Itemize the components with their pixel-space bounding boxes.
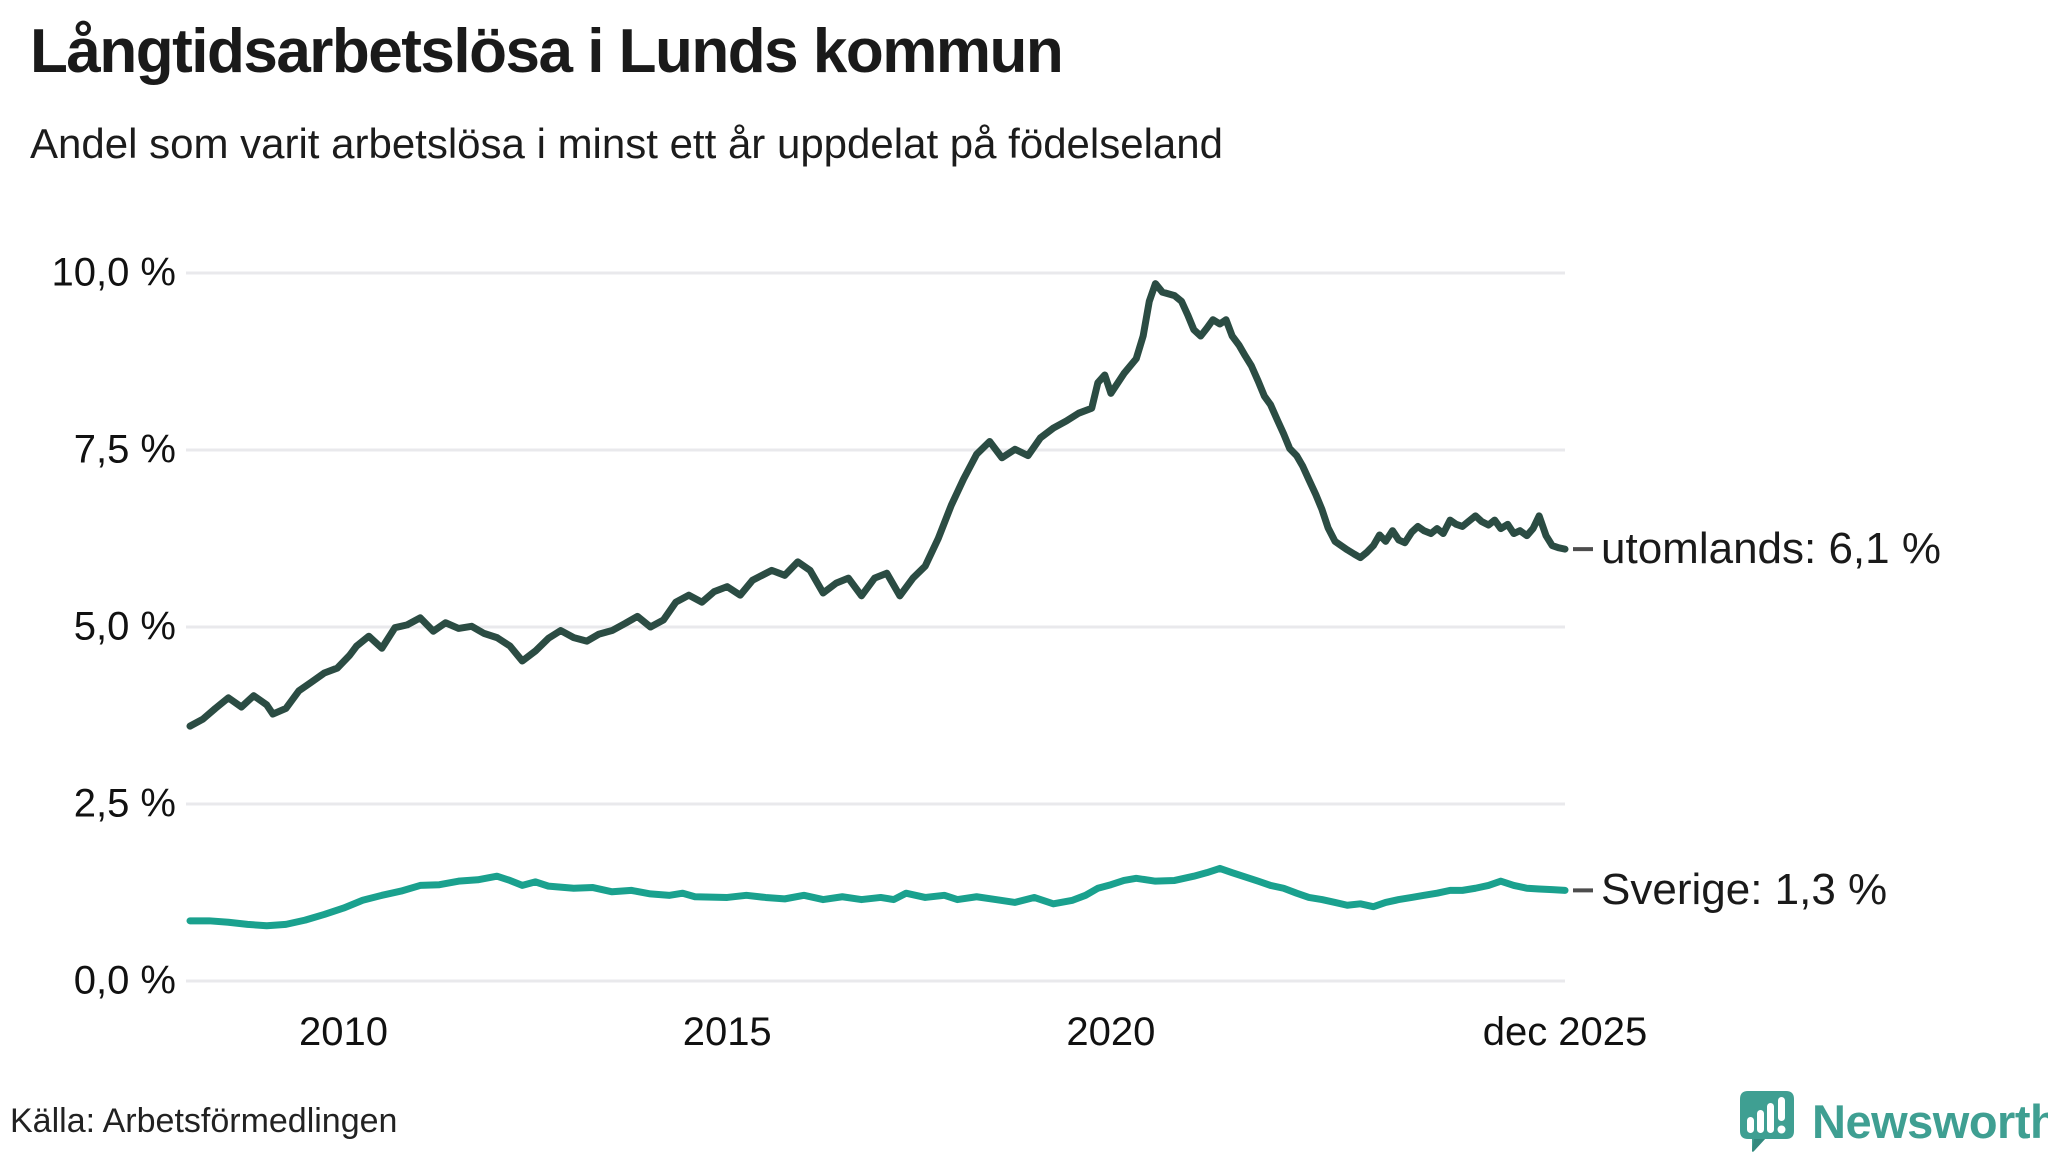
x-tick-label: 2015 xyxy=(682,1010,772,1054)
source-note: Källa: Arbetsförmedlingen xyxy=(10,1102,398,1140)
page-title: Långtidsarbetslösa i Lunds kommun xyxy=(30,17,1064,86)
y-tick-label: 7,5 % xyxy=(73,427,176,472)
x-tick-label: dec 2025 xyxy=(1482,1010,1648,1054)
newsworthy-logo-icon xyxy=(1740,1091,1794,1152)
series-line-sverige xyxy=(186,864,1569,930)
newsworthy-logo: Newsworthy xyxy=(1738,1090,2048,1152)
newsworthy-wordmark: Newsworthy xyxy=(1812,1094,2048,1148)
x-tick-label: 2020 xyxy=(1066,1010,1156,1054)
end-label-sverige: Sverige: 1,3 % xyxy=(1601,865,1888,915)
series-line-utomlands xyxy=(186,280,1569,730)
x-tick-label: 2010 xyxy=(298,1010,388,1054)
y-tick-label: 2,5 % xyxy=(73,781,176,826)
y-tick-label: 5,0 % xyxy=(73,604,176,649)
y-tick-label: 0,0 % xyxy=(73,958,176,1003)
y-tick-label: 10,0 % xyxy=(51,250,176,295)
end-label-utomlands: utomlands: 6,1 % xyxy=(1601,524,1941,574)
chart-subtitle: Andel som varit arbetslösa i minst ett å… xyxy=(30,120,1224,167)
